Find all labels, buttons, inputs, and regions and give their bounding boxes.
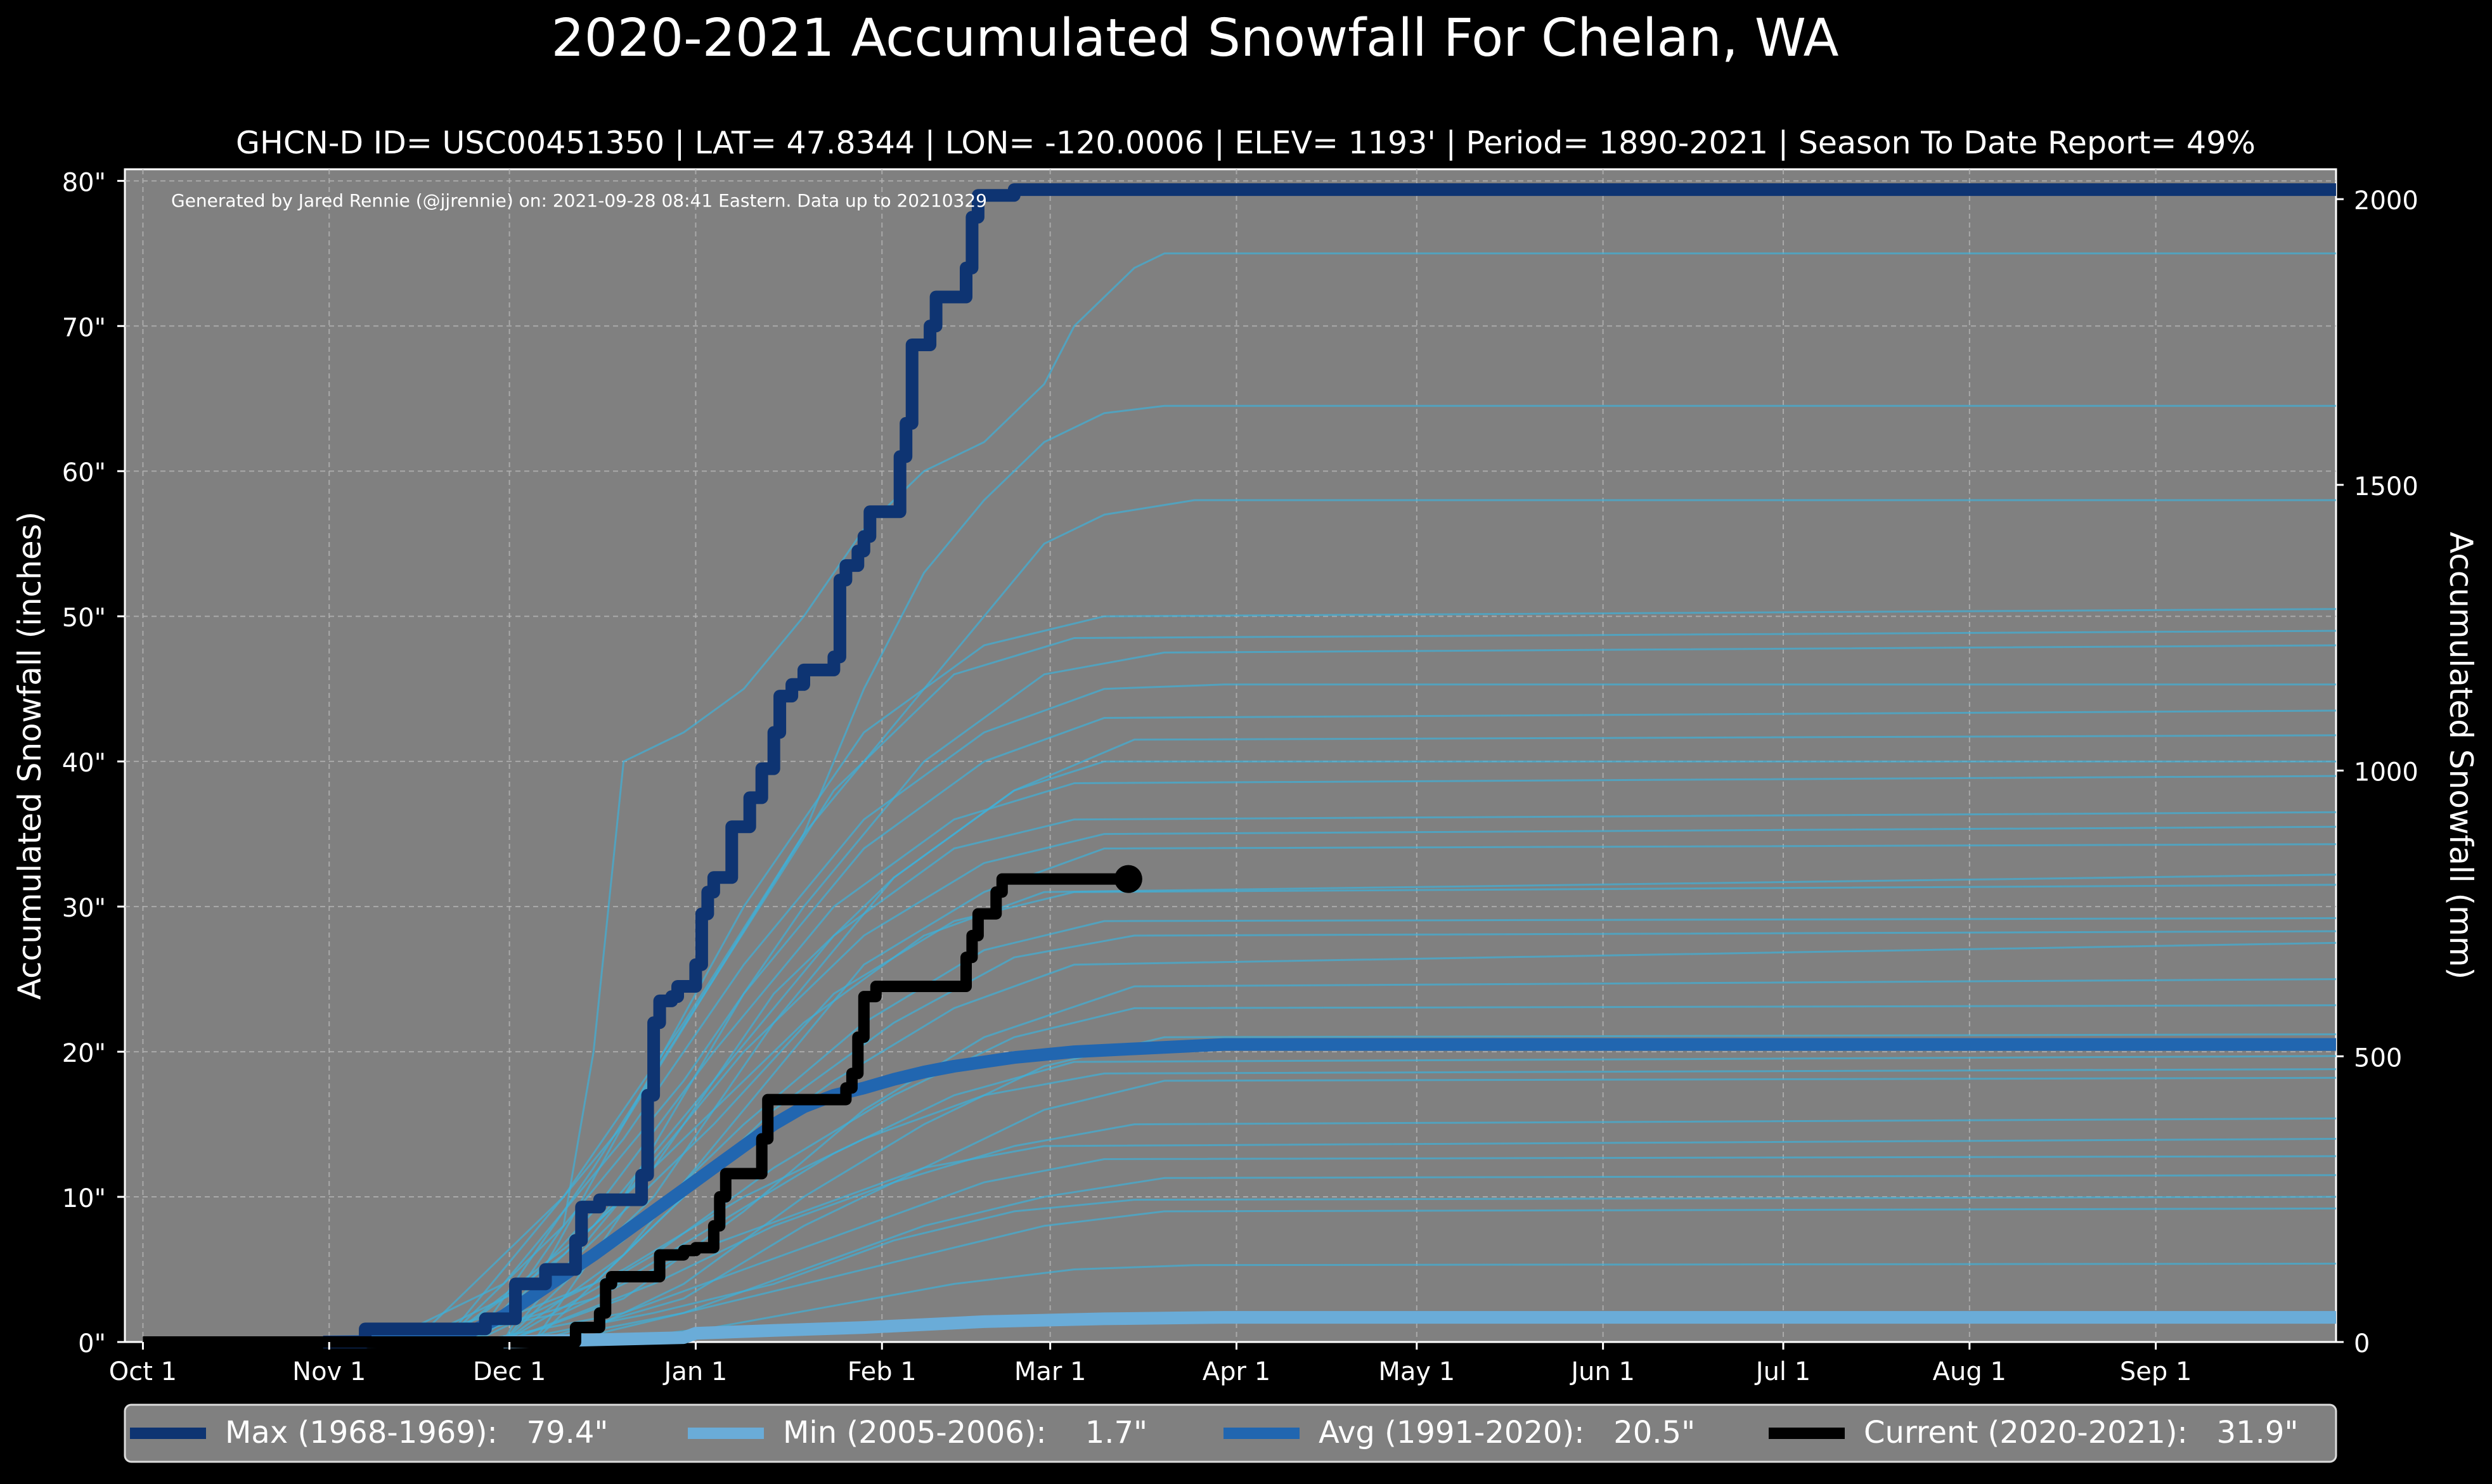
series-line-min <box>503 1311 2336 1348</box>
y-tick-label-6: 60" <box>62 458 106 487</box>
series-line-history-22 <box>413 1138 2337 1343</box>
x-tick-label-6: Apr 1 <box>1203 1357 1270 1386</box>
x-axis-ticks: Oct 1 Nov 1 Dec 1 Jan 1 Feb 1 Mar 1 Apr 1 May 1… <box>109 1342 2192 1386</box>
series-line-history-16 <box>503 1004 2337 1343</box>
highlighted-series-lines <box>143 183 2336 1348</box>
series-line-history-31 <box>503 734 2337 1343</box>
y-tick-label-3: 30" <box>62 894 106 923</box>
x-tick-label-8: Jun 1 <box>1569 1357 1635 1386</box>
grid-lines <box>125 169 2336 1342</box>
series-line-max <box>323 183 2336 1348</box>
series-line-history-28 <box>503 978 2337 1343</box>
series-line-history-25 <box>503 1196 2337 1343</box>
series-line-history-4 <box>472 629 2337 1343</box>
generated-by-annotation: Generated by Jared Rennie (@jjrennie) on… <box>171 190 987 211</box>
y-right-tick-label-2: 1000 <box>2354 758 2418 787</box>
series-line-history-3 <box>502 608 2337 1343</box>
y-axis-left-ticks: 0" 10" 20" 30" 40" 50" 60" 70" 80" <box>62 168 125 1358</box>
y-tick-label-4: 40" <box>62 749 106 778</box>
y-tick-label-8: 80" <box>62 168 106 197</box>
x-tick-label-0: Oct 1 <box>109 1357 177 1386</box>
legend-items: Max (1968-1969): 79.4" Min (2005-2006): 1… <box>130 1415 2299 1450</box>
x-tick-label-2: Dec 1 <box>473 1357 546 1386</box>
x-tick-label-7: May 1 <box>1378 1357 1455 1386</box>
x-tick-label-11: Sep 1 <box>2120 1357 2192 1386</box>
legend-label-1: Min (2005-2006): 1.7" <box>783 1415 1147 1450</box>
y-right-tick-label-3: 1500 <box>2354 472 2418 501</box>
y-right-tick-label-1: 500 <box>2354 1043 2402 1073</box>
legend-label-3: Current (2020-2021): 31.9" <box>1864 1415 2299 1450</box>
series-line-current <box>143 873 1128 1348</box>
series-line-history-26 <box>533 1207 2337 1343</box>
y-right-tick-label-0: 0 <box>2354 1329 2370 1358</box>
y-tick-label-7: 70" <box>62 313 106 342</box>
x-tick-label-5: Mar 1 <box>1014 1357 1087 1386</box>
chart-title: 2020-2021 Accumulated Snowfall For Chela… <box>551 8 1838 68</box>
series-line-history-30 <box>442 874 2337 1343</box>
legend: Max (1968-1969): 79.4" Min (2005-2006): 1… <box>124 1403 2337 1463</box>
y-tick-label-0: 0" <box>78 1329 106 1358</box>
x-tick-label-10: Aug 1 <box>1933 1357 2006 1386</box>
legend-label-0: Max (1968-1969): 79.4" <box>225 1415 608 1450</box>
y-tick-label-5: 50" <box>62 603 106 633</box>
current-endpoint-marker <box>1114 865 1142 893</box>
series-line-history-23 <box>473 1155 2337 1343</box>
series-line-history-1 <box>442 404 2336 1343</box>
legend-label-2: Avg (1991-2020): 20.5" <box>1319 1415 1695 1450</box>
x-tick-label-4: Feb 1 <box>848 1357 917 1386</box>
x-tick-label-3: Jan 1 <box>662 1357 728 1386</box>
y-right-tick-label-4: 2000 <box>2354 186 2418 216</box>
y-tick-label-2: 20" <box>62 1039 106 1068</box>
series-line-history-17 <box>563 1033 2337 1343</box>
x-tick-label-9: Jul 1 <box>1754 1357 1811 1386</box>
y-tick-label-1: 10" <box>62 1184 106 1213</box>
series-line-history-21 <box>503 1117 2337 1343</box>
y-axis-right-label: Accumulated Snowfall (mm) <box>2443 532 2479 979</box>
chart-subtitle: GHCN-D ID= USC00451350 | LAT= 47.8344 | … <box>236 125 2256 161</box>
y-axis-right-ticks: 0 500 1000 1500 2000 <box>2336 186 2418 1358</box>
y-axis-left-label: Accumulated Snowfall (inches) <box>11 512 48 1000</box>
series-line-history-19 <box>473 1068 2337 1343</box>
plot-area <box>124 168 2337 1343</box>
x-tick-label-1: Nov 1 <box>292 1357 366 1386</box>
series-line-history-6 <box>382 683 2336 1343</box>
